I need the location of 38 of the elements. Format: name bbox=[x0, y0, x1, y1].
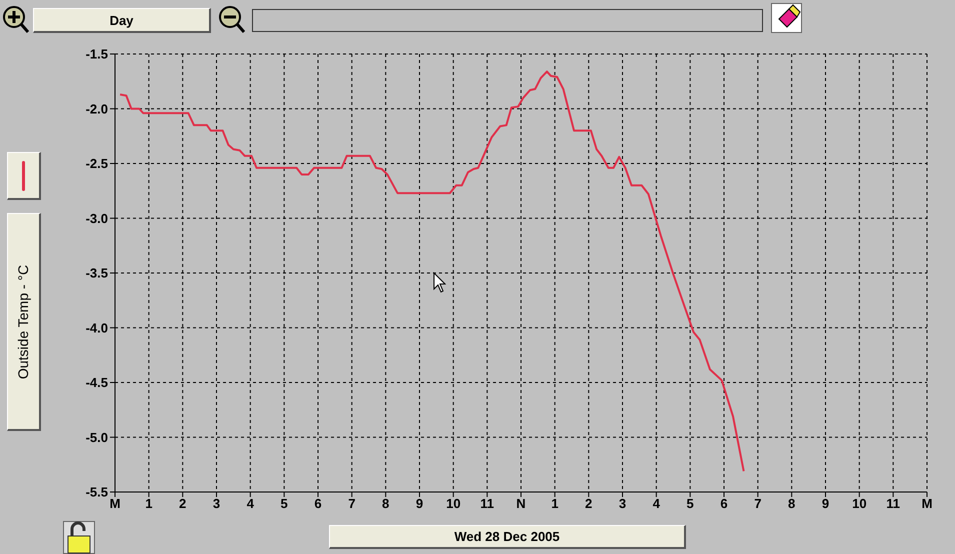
text: Day bbox=[33, 8, 211, 33]
x-tick-label: 9 bbox=[416, 496, 424, 512]
y-tick-label: -4.0 bbox=[86, 320, 108, 336]
x-tick-label: 6 bbox=[720, 496, 728, 512]
y-tick-label: -2.0 bbox=[86, 101, 108, 116]
x-tick-label: 2 bbox=[585, 496, 592, 512]
y-tick-label: -5.5 bbox=[86, 484, 108, 500]
x-tick-label: 6 bbox=[314, 496, 322, 512]
y-tick-label: -3.5 bbox=[86, 266, 108, 281]
x-tick-label: 3 bbox=[212, 496, 220, 512]
x-tick-label: 4 bbox=[652, 496, 661, 512]
x-tick-label: 7 bbox=[754, 496, 762, 512]
x-tick-label: 8 bbox=[382, 496, 390, 512]
y-tick-label: -5.0 bbox=[86, 430, 108, 445]
line-series bbox=[119, 70, 745, 472]
x-tick-label: N bbox=[516, 496, 526, 512]
x-tick-label: 2 bbox=[179, 496, 186, 512]
x-axis-title: Wed 28 Dec 2005 bbox=[329, 525, 686, 549]
x-tick-label: 1 bbox=[145, 496, 152, 512]
x-tick-label: 4 bbox=[246, 496, 255, 512]
y-tick-label: -1.5 bbox=[86, 46, 108, 62]
x-tick-label: 3 bbox=[618, 496, 626, 512]
x-tick-label: M bbox=[922, 496, 932, 512]
y-tick-label: -2.5 bbox=[86, 156, 108, 172]
x-tick-label: 8 bbox=[788, 496, 796, 512]
x-tick-label: 10 bbox=[446, 496, 461, 512]
y-tick-label: -3.0 bbox=[86, 210, 108, 226]
y-tick-label: -4.5 bbox=[86, 375, 108, 390]
x-tick-label: 5 bbox=[686, 496, 694, 512]
x-tick-label: M bbox=[110, 496, 120, 512]
x-tick-label: 10 bbox=[852, 496, 867, 512]
x-tick-label: 1 bbox=[551, 496, 558, 512]
x-tick-label: 7 bbox=[348, 496, 356, 512]
x-tick-label: 5 bbox=[280, 496, 288, 512]
x-tick-label: 11 bbox=[886, 496, 900, 512]
x-tick-label: 11 bbox=[480, 496, 494, 512]
text: Outside Temp - °C bbox=[16, 264, 32, 379]
x-tick-label: 9 bbox=[822, 496, 830, 512]
